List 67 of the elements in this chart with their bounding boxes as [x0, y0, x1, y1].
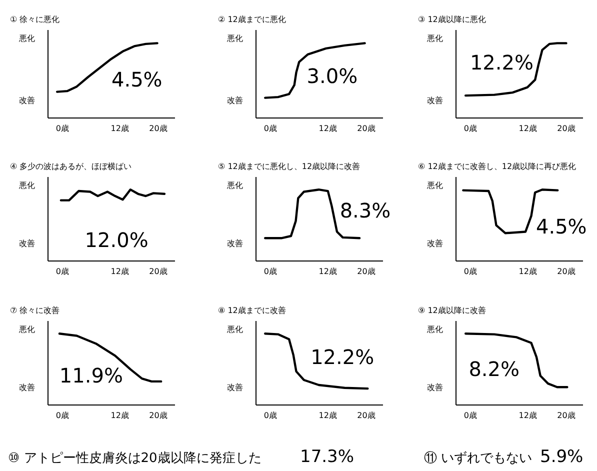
text: 悪化 [426, 34, 443, 43]
x-tick-label: 12歳 [110, 267, 129, 276]
text: 改善 [19, 239, 35, 248]
annotation: 12.0% [84, 228, 148, 252]
x-tick-label: 12歳 [518, 267, 537, 276]
x-tick-label: 12歳 [318, 124, 337, 133]
x-tick-label: 12歳 [318, 411, 337, 420]
x-tick-label: 20歳 [357, 267, 376, 276]
text: 改善 [227, 239, 243, 248]
annotation: 8.2% [468, 356, 520, 381]
annotation: 4.5% [111, 67, 162, 92]
text: 悪化 [226, 181, 243, 190]
x-tick-label: 20歳 [357, 411, 376, 420]
x-tick-label: 0歳 [464, 411, 477, 420]
chart-title: ② 12歳までに悪化 [218, 15, 286, 24]
x-tick-label: 20歳 [357, 124, 376, 133]
text: ⑪ いずれでもない [424, 451, 532, 466]
x-tick-label: 12歳 [110, 124, 129, 133]
annotation: 3.0% [306, 64, 358, 88]
x-tick-label: 20歳 [149, 411, 168, 420]
x-tick-label: 20歳 [557, 411, 576, 420]
x-tick-label: 20歳 [149, 267, 168, 276]
x-tick-label: 12歳 [110, 411, 129, 420]
x-tick-label: 20歳 [149, 124, 168, 133]
annotation: 11.9% [59, 364, 123, 388]
chart-title: ③ 12歳以降に悪化 [418, 15, 486, 24]
x-tick-label: 0歳 [264, 267, 277, 276]
text: 改善 [427, 383, 443, 392]
x-tick-label: 12歳 [518, 411, 537, 420]
text: 改善 [227, 383, 243, 392]
text: 5.9% [540, 447, 584, 467]
x-tick-label: 0歳 [56, 411, 69, 420]
annotation: 12.2% [310, 345, 374, 370]
chart-title: ⑥ 12歳までに改善し、12歳以降に再び悪化 [418, 162, 576, 171]
text: 17.3% [300, 447, 354, 467]
x-tick-label: 0歳 [264, 411, 277, 420]
chart-title: ⑦ 徐々に改善 [10, 306, 60, 315]
text: 改善 [19, 383, 35, 392]
annotation: 12.2% [470, 50, 534, 75]
text: 悪化 [426, 325, 443, 334]
text: 悪化 [226, 34, 243, 43]
chart-title: ① 徐々に悪化 [10, 15, 60, 24]
chart-title: ⑧ 12歳までに改善 [218, 306, 286, 315]
x-tick-label: 12歳 [518, 124, 537, 133]
x-tick-label: 0歳 [264, 124, 277, 133]
text: 悪化 [226, 325, 243, 334]
text: 改善 [227, 96, 243, 105]
text: 悪化 [18, 325, 35, 334]
x-tick-label: 0歳 [56, 124, 69, 133]
x-tick-label: 20歳 [557, 267, 576, 276]
text: 改善 [19, 96, 35, 105]
chart-title: ④ 多少の波はあるが、ほぼ横ばい [10, 162, 132, 171]
annotation: 8.3% [340, 198, 391, 223]
x-tick-label: 0歳 [464, 124, 477, 133]
text: 悪化 [426, 181, 443, 190]
annotation: 4.5% [536, 214, 587, 239]
text: ⑩ アトピー性皮膚炎は20歳以降に発症した [8, 451, 262, 466]
x-tick-label: 0歳 [464, 267, 477, 276]
x-tick-label: 12歳 [318, 267, 337, 276]
x-tick-label: 0歳 [56, 267, 69, 276]
text: 悪化 [18, 34, 35, 43]
text: 改善 [427, 239, 443, 248]
text: 悪化 [18, 181, 35, 190]
text: 改善 [427, 96, 443, 105]
chart-title: ⑤ 12歳までに悪化し、12歳以降に改善 [218, 162, 360, 171]
chart-title: ⑨ 12歳以降に改善 [418, 306, 486, 315]
x-tick-label: 20歳 [557, 124, 576, 133]
